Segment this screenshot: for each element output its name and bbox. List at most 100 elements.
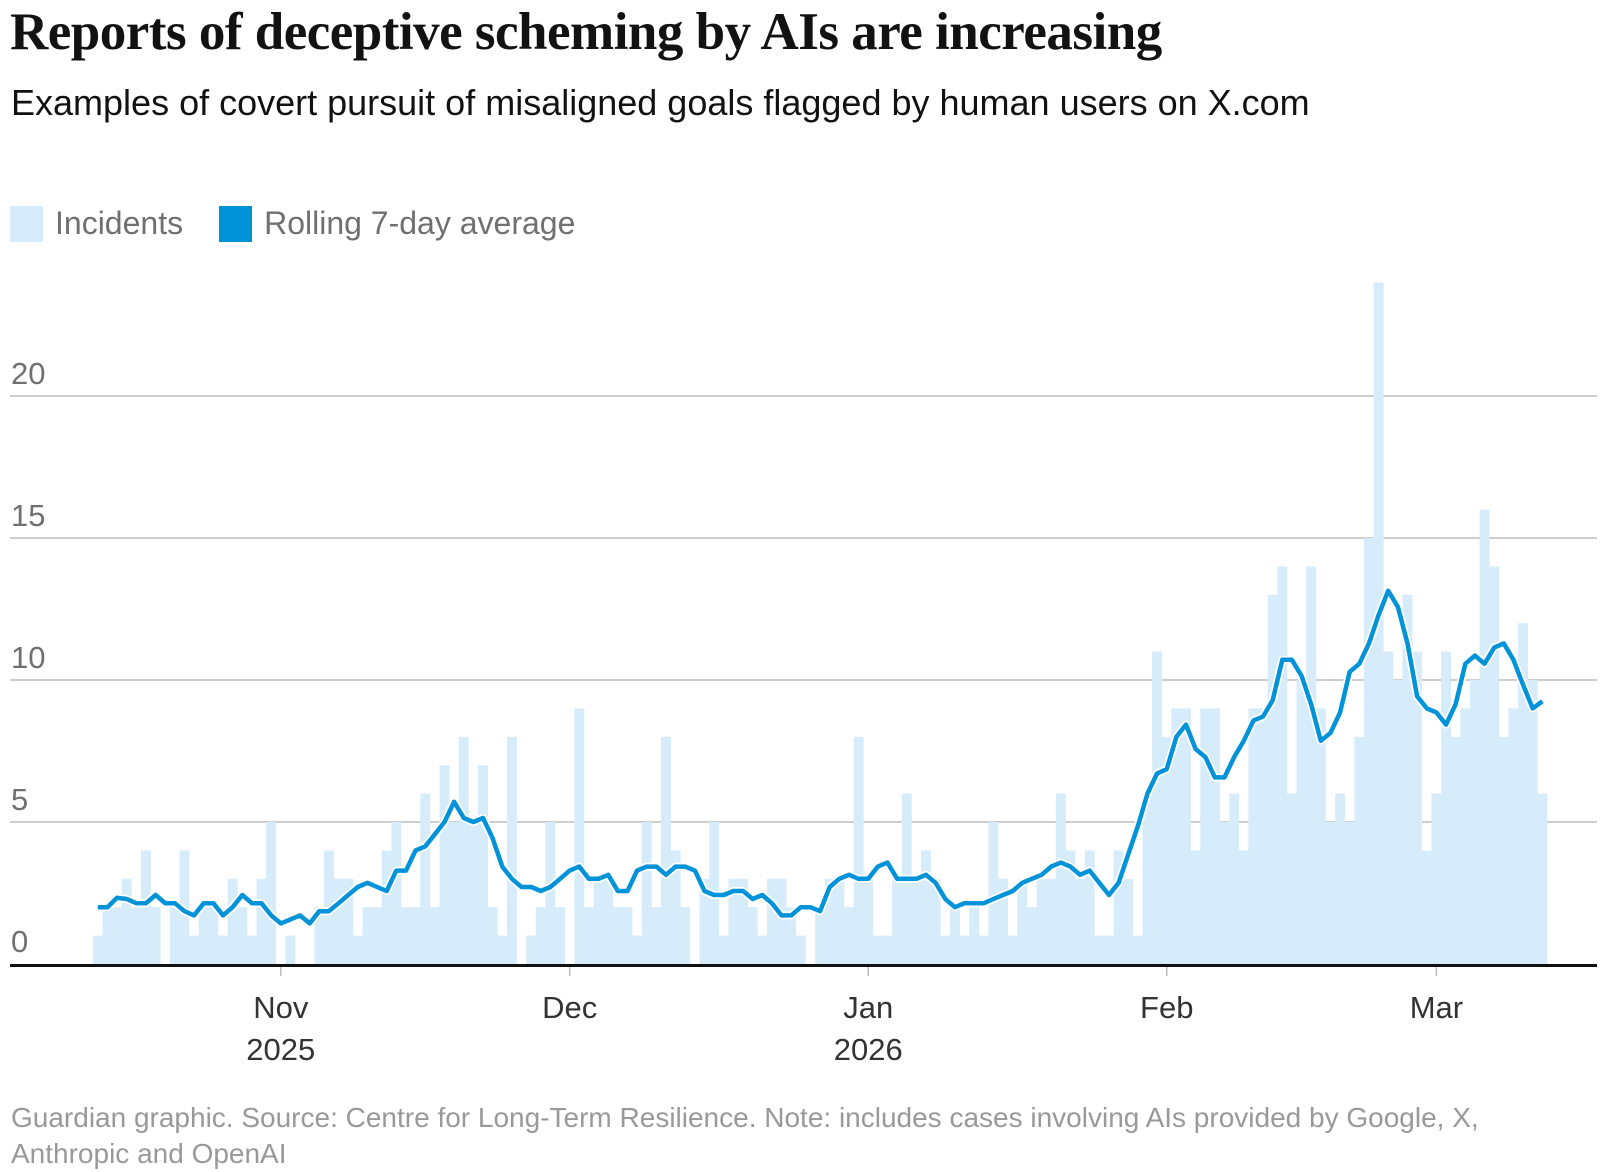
incident-bar (1480, 510, 1490, 964)
incident-bar (719, 936, 729, 964)
incident-bar (1422, 850, 1432, 964)
incident-bar (1200, 708, 1210, 964)
incident-bar (1220, 822, 1230, 964)
incident-bar (1451, 737, 1461, 964)
incident-bar (1364, 538, 1374, 964)
incident-bar (449, 822, 459, 964)
incident-bar (401, 907, 411, 964)
incident-bar (237, 907, 247, 964)
incident-bar (1325, 822, 1335, 964)
incident-bar (1123, 879, 1133, 964)
incident-bar (1094, 936, 1104, 964)
incident-bar (468, 822, 478, 964)
incident-bar (440, 765, 450, 964)
incident-bar (1345, 822, 1355, 964)
incident-bar (1335, 794, 1345, 964)
incident-bar (545, 822, 555, 964)
incident-bar (353, 936, 363, 964)
incident-bar (266, 822, 276, 964)
incident-bar (1537, 794, 1547, 964)
incident-bar (1441, 652, 1451, 964)
incident-bar (844, 907, 854, 964)
incident-bar (863, 879, 873, 964)
incident-bar (1229, 794, 1239, 964)
x-tick-label: Nov (253, 990, 309, 1025)
incident-bar (1306, 566, 1316, 964)
incident-bar (1152, 652, 1162, 964)
incident-bar (651, 907, 661, 964)
source-note: Guardian graphic. Source: Centre for Lon… (11, 1100, 1591, 1172)
incident-bars (93, 282, 1547, 964)
incident-bar (757, 936, 767, 964)
incident-bar (170, 907, 180, 964)
incident-bar (112, 907, 122, 964)
incident-bar (1046, 879, 1056, 964)
incident-bar (921, 850, 931, 964)
incident-bar (459, 737, 469, 964)
x-tick-label: Mar (1410, 990, 1463, 1025)
incident-bar (1268, 595, 1278, 964)
incident-bar (199, 907, 209, 964)
incident-bar (507, 737, 517, 964)
incident-bar (420, 794, 430, 964)
incident-bar (1460, 708, 1470, 964)
incident-bar (911, 879, 921, 964)
incident-bar (1316, 708, 1326, 964)
incident-bar (613, 907, 623, 964)
incident-bar (189, 936, 199, 964)
incident-bar (1027, 907, 1037, 964)
incident-bar (883, 936, 893, 964)
incident-bar (834, 879, 844, 964)
incident-bar (1037, 879, 1047, 964)
y-tick-label: 15 (11, 498, 45, 533)
incident-bar (1287, 794, 1297, 964)
incident-bar (1489, 566, 1499, 964)
incident-bar (1017, 879, 1027, 964)
incident-bar (1075, 879, 1085, 964)
incident-bar (497, 936, 507, 964)
incident-bar (93, 936, 103, 964)
incident-bar (228, 879, 238, 964)
incident-bar (574, 708, 584, 964)
incident-bar (892, 879, 902, 964)
incident-bar (1056, 794, 1066, 964)
y-tick-label: 5 (11, 782, 28, 817)
y-tick-label: 0 (11, 924, 28, 959)
incident-bar (526, 936, 536, 964)
incident-bar (478, 765, 488, 964)
incident-bar (623, 907, 633, 964)
incident-bar (1383, 652, 1393, 964)
incident-bar (1431, 794, 1441, 964)
incident-bar (1008, 936, 1018, 964)
incident-bar (391, 822, 401, 964)
incident-bar (1239, 850, 1249, 964)
incident-bar (777, 879, 787, 964)
incident-bar (1528, 680, 1538, 964)
incident-bar (873, 936, 883, 964)
incident-bar (815, 907, 825, 964)
incident-bar (1104, 936, 1114, 964)
incident-bar (1133, 936, 1143, 964)
incident-bar (969, 907, 979, 964)
incident-bar (362, 907, 372, 964)
y-tick-label: 20 (11, 356, 45, 391)
incident-bar (680, 907, 690, 964)
incident-bar (767, 879, 777, 964)
incident-bar (594, 879, 604, 964)
incident-bar (642, 822, 652, 964)
incident-bar (1277, 566, 1287, 964)
incident-bar (372, 907, 382, 964)
incident-bar (748, 907, 758, 964)
incident-bar (979, 936, 989, 964)
incident-bar (1499, 737, 1509, 964)
incident-bar (208, 907, 218, 964)
incident-bar (247, 936, 257, 964)
incident-bar (1470, 680, 1480, 964)
incident-bar (1393, 680, 1403, 964)
y-tick-label: 10 (11, 640, 45, 675)
incident-bar (1508, 708, 1518, 964)
incident-bar (122, 879, 132, 964)
x-tick-label: Dec (542, 990, 597, 1025)
